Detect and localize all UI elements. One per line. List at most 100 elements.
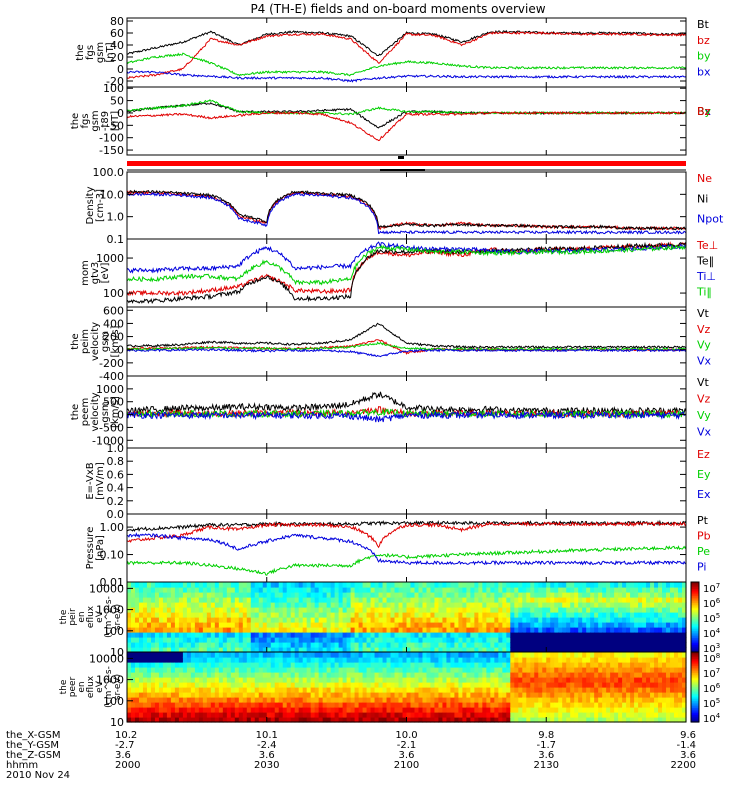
spectrogram-cell [682,717,687,723]
spectrogram-cell [630,637,635,643]
spectrogram-cell [678,677,683,683]
spectrogram-cell [218,597,224,603]
spectrogram-cell [642,597,647,603]
spectrogram-cell [570,597,575,603]
y-tick-label: 1.00 [100,521,125,534]
spectrogram-cell [446,607,452,613]
colorbar-cell [691,678,699,681]
spectrogram-cell [230,647,236,653]
spectrogram-cell [618,642,623,648]
spectrogram-cell [514,587,519,593]
spectrogram-cell [494,627,499,633]
spectrogram-cell [362,612,368,618]
spectrogram-cell [266,712,272,718]
spectrogram-cell [302,582,308,588]
spectrogram-cell [586,627,591,633]
spectrogram-cell [574,677,579,683]
spectrogram-cell [342,682,348,688]
spectrogram-cell [218,612,224,618]
spectrogram-cell [462,617,467,623]
spectrogram-cell [598,592,603,598]
spectrogram-cell [290,637,296,643]
spectrogram-cell [366,717,372,723]
spectrogram-cell [602,672,607,678]
spectrogram-cell [186,717,192,723]
spectrogram-cell [550,627,555,633]
spectrogram-cell [526,632,531,638]
spectrogram-cell [178,642,184,648]
spectrogram-cell [274,612,280,618]
spectrogram-cell [506,682,511,688]
spectrogram-cell [538,627,543,633]
spectrogram-cell [366,597,372,603]
spectrogram-cell [486,647,491,653]
spectrogram-cell [598,602,603,608]
spectrogram-cell [546,622,551,628]
spectrogram-cell [326,627,332,633]
spectrogram-cell [538,637,543,643]
colorbar-cell [691,715,699,718]
spectrogram-cell [538,597,543,603]
spectrogram-cell [386,607,392,613]
spectrogram-cell [370,607,376,613]
spectrogram-cell [262,707,268,713]
spectrogram-cell [606,677,611,683]
spectrogram-cell [594,657,599,663]
spectrogram-cell [266,682,272,688]
spectrogram-cell [286,602,292,608]
spectrogram-cell [258,642,264,648]
spectrogram-cell [246,602,252,608]
spectrogram-cell [358,667,364,673]
spectrogram-cell [218,682,224,688]
spectrogram-cell [578,682,583,688]
spectrogram-cell [202,642,208,648]
spectrogram-cell [374,617,380,623]
spectrogram-cell [390,692,396,698]
spectrogram-cell [386,622,392,628]
spectrogram-cell [174,622,180,628]
spectrogram-cell [410,672,416,678]
spectrogram-cell [530,632,535,638]
spectrogram-cell [626,657,631,663]
colorbar-label: 104 [703,627,721,640]
spectrogram-cell [462,682,467,688]
spectrogram-cell [642,642,647,648]
spectrogram-cell [234,602,240,608]
spectrogram-cell [158,667,164,673]
spectrogram-cell [330,647,336,653]
spectrogram-cell [506,662,511,668]
spectrogram-cell [127,637,132,643]
spectrogram-cell [562,632,567,638]
spectrogram-cell [466,697,471,703]
spectrogram-cell [486,582,491,588]
spectrogram-cell [138,672,144,678]
spectrogram-cell [394,627,400,633]
spectrogram-cell [418,592,424,598]
spectrogram-cell [422,597,428,603]
spectrogram-cell [254,592,260,598]
spectrogram-cell [574,667,579,673]
spectrogram-cell [522,612,527,618]
spectrogram-cell [370,647,376,653]
spectrogram-cell [494,672,499,678]
spectrogram-cell [250,647,256,653]
spectrogram-cell [186,607,192,613]
y-axis-label-line: gtv3 [90,262,101,285]
spectrogram-cell [518,597,523,603]
spectrogram-cell [318,602,324,608]
spectrogram-cell [298,627,304,633]
spectrogram-cell [382,707,388,713]
spectrogram-cell [354,697,360,703]
spectrogram-cell [558,642,563,648]
spectrogram-cell [578,637,583,643]
spectrogram-cell [578,707,583,713]
spectrogram-cell [334,607,340,613]
spectrogram-cell [358,592,364,598]
spectrogram-cell [418,657,424,663]
spectrogram-cell [490,712,495,718]
spectrogram-cell [622,672,627,678]
spectrogram-cell [342,712,348,718]
spectrogram-cell [142,637,148,643]
spectrogram-cell [322,702,328,708]
spectrogram-cell [674,597,679,603]
